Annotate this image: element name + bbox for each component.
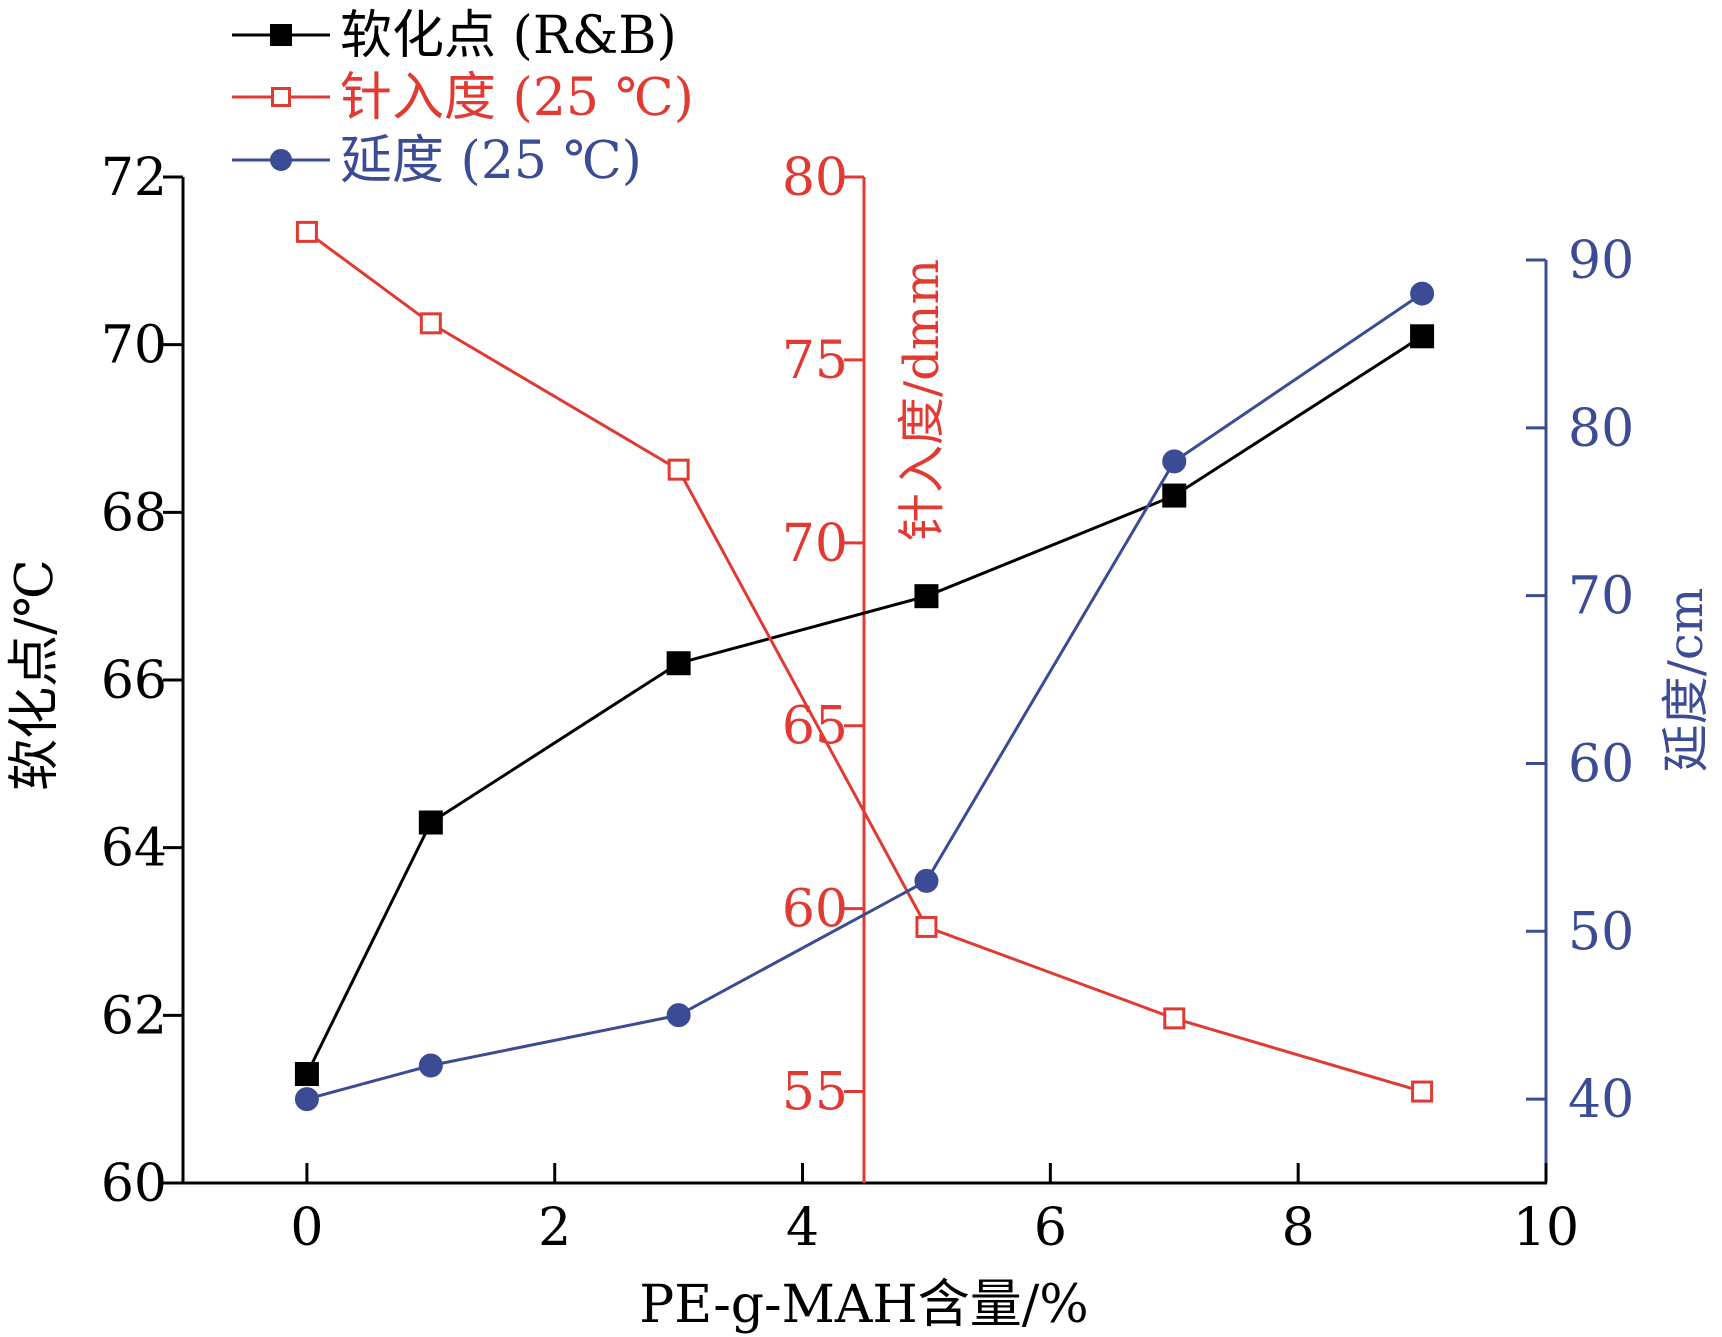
legend-marker — [270, 24, 292, 46]
data-point — [666, 1003, 691, 1028]
mid-tick-label: 55 — [782, 1063, 848, 1123]
x-tick-label: 0 — [290, 1198, 323, 1258]
left-tick-label: 66 — [101, 651, 167, 711]
left-tick-label: 60 — [101, 1154, 167, 1214]
mid-axis-ticks: 55 60 65 70 75 80 — [782, 148, 864, 1123]
right-tick-label: 50 — [1568, 902, 1634, 962]
left-tick-label: 64 — [101, 819, 167, 879]
data-point — [666, 651, 691, 676]
series-line — [306, 292, 1423, 1101]
data-point — [418, 1053, 443, 1078]
right-axis-title: 延度/cm — [1658, 588, 1714, 773]
x-axis-ticks: 0 2 4 6 8 10 — [290, 1163, 1579, 1258]
data-point — [914, 584, 939, 609]
left-axis-ticks: 60 62 64 66 68 70 72 — [101, 148, 183, 1214]
data-point — [1162, 483, 1187, 508]
mid-tick-label: 70 — [782, 514, 848, 574]
legend: 软化点 (R&B)针入度 (25 ℃)延度 (25 ℃) — [232, 6, 694, 191]
legend-label: 延度 (25 ℃) — [340, 131, 642, 191]
right-tick-label: 70 — [1568, 567, 1634, 627]
right-tick-label: 60 — [1568, 734, 1634, 794]
data-point — [419, 312, 442, 335]
right-axis-ticks: 40 50 60 70 80 90 — [1526, 231, 1634, 1130]
legend-marker — [271, 87, 291, 107]
mid-tick-label: 75 — [782, 331, 848, 391]
data-point — [915, 915, 938, 938]
data-point — [418, 810, 443, 835]
series-layer — [294, 220, 1435, 1112]
mid-tick-label: 80 — [782, 148, 848, 208]
data-point — [295, 220, 318, 243]
legend-label: 软化点 (R&B) — [340, 6, 677, 66]
legend-marker — [270, 149, 292, 171]
data-point — [1162, 449, 1187, 474]
x-tick-label: 8 — [1282, 1198, 1315, 1258]
mid-tick-label: 60 — [782, 880, 848, 940]
data-point — [914, 868, 939, 893]
data-point — [1411, 1080, 1434, 1103]
mid-tick-label: 65 — [782, 697, 848, 757]
data-point — [294, 1087, 319, 1112]
x-tick-label: 6 — [1034, 1198, 1067, 1258]
left-tick-label: 62 — [101, 986, 167, 1046]
right-tick-label: 90 — [1568, 231, 1634, 291]
series-line — [305, 335, 1423, 1075]
x-tick-label: 4 — [786, 1198, 819, 1258]
data-point — [667, 458, 690, 481]
left-tick-label: 70 — [101, 316, 167, 376]
left-tick-label: 72 — [101, 148, 167, 208]
data-point — [1410, 324, 1435, 349]
left-tick-label: 68 — [101, 483, 167, 543]
series-line — [306, 230, 1423, 1093]
left-axis-title: 软化点/℃ — [5, 559, 65, 791]
right-tick-label: 40 — [1568, 1070, 1634, 1130]
x-tick-label: 2 — [538, 1198, 571, 1258]
data-point — [294, 1062, 319, 1087]
data-point — [1410, 281, 1435, 306]
legend-label: 针入度 (25 ℃) — [340, 68, 694, 128]
right-tick-label: 80 — [1568, 399, 1634, 459]
data-point — [1163, 1007, 1186, 1030]
mid-axis-title: 针入度/dmm — [894, 259, 950, 541]
x-axis-title: PE-g-MAH含量/% — [639, 1275, 1088, 1335]
x-tick-label: 10 — [1513, 1198, 1579, 1258]
